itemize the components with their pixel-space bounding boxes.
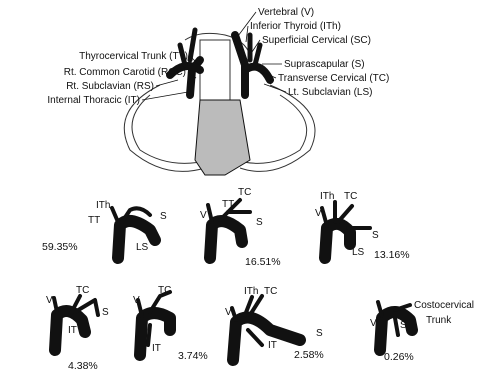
label: V [225,307,232,318]
label: Thyrocervical Trunk (TT) [79,51,188,62]
top-leaders [141,11,287,101]
percentage: 13.16% [374,249,410,261]
label: ITh [320,191,334,202]
label: S [316,328,323,339]
label: Superficial Cervical (SC) [262,35,371,46]
percentage: 3.74% [178,350,208,362]
label: V [133,295,140,306]
variant-drawings [49,198,418,366]
label: Vertebral (V) [258,7,314,18]
label: LS [136,242,149,253]
label: IT [68,325,77,336]
label: Internal Thoracic (IT) [47,95,140,106]
thorax-drawing [123,27,316,176]
label: LS [352,247,365,258]
label: TC [158,285,171,296]
percentage: 4.38% [68,360,98,372]
label: Inferior Thyroid (ITh) [250,21,341,32]
label: TC [76,285,89,296]
label: IT [152,343,161,354]
label: V [370,318,377,329]
label: Trunk [426,315,452,326]
label: Transverse Cervical (TC) [278,73,389,84]
label: Lt. Subclavian (LS) [288,87,373,98]
label: S [372,230,379,241]
percentage: 0.26% [384,351,414,363]
label: S [102,307,109,318]
label: V [46,295,53,306]
percentage: 59.35% [42,241,78,253]
label: S [256,217,263,228]
label: TT [222,199,234,210]
label: Costocervical [414,300,474,311]
label: V [200,210,207,221]
label: TT [88,215,100,226]
label: ITh [244,286,258,297]
label: Rt. Common Carotid (RCC) [64,67,186,78]
label: S [160,211,167,222]
label: S [400,320,407,331]
label: Suprascapular (S) [284,59,365,70]
label: TC [238,187,251,198]
label: IT [268,340,277,351]
label: V [315,208,322,219]
label: ITh [96,200,110,211]
label: Rt. Subclavian (RS) [66,81,154,92]
percentage: 16.51% [245,256,281,268]
percentage: 2.58% [294,349,324,361]
label: TC [344,191,357,202]
label: TC [264,286,277,297]
